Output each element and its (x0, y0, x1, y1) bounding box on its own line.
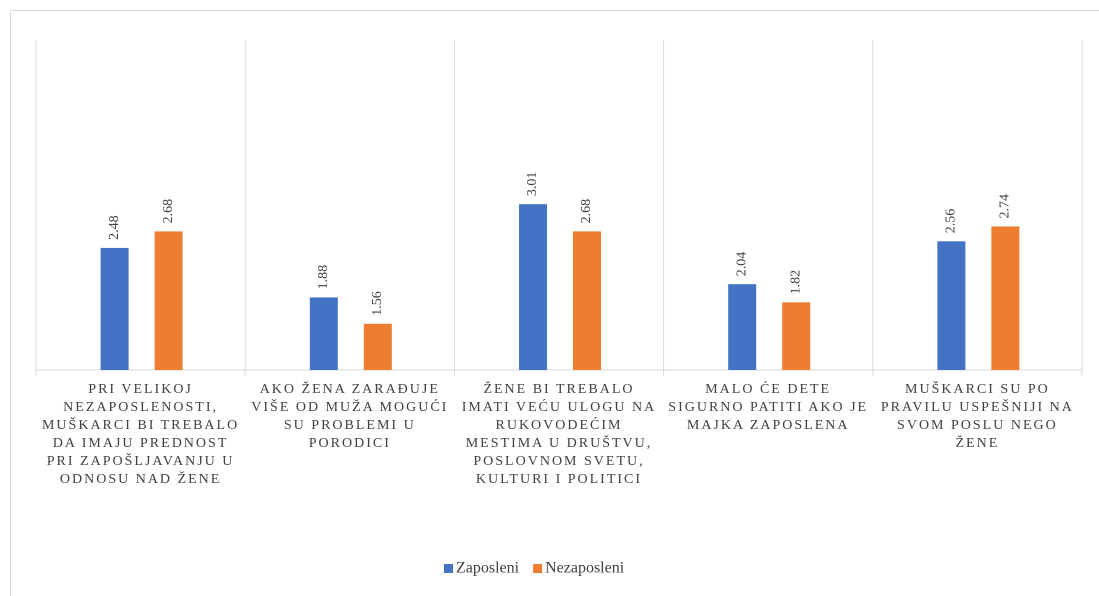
bar (991, 226, 1020, 370)
chart-border (10, 10, 1099, 596)
bar (309, 297, 338, 370)
data-label: 2.56 (944, 209, 959, 234)
data-label: 1.82 (788, 270, 803, 295)
legend-label: Nezaposleni (545, 560, 625, 577)
bar (573, 231, 601, 370)
bar (728, 284, 757, 370)
x-tick-label: MUŠKARCI SU PO PRAVILU USPEŠNIJI NA SVOM… (880, 382, 1074, 451)
x-tick-label: PRI VELIKOJ NEZAPOSLENOSTI, MUŠKARCI BI … (41, 382, 240, 487)
data-label: 2.48 (107, 215, 122, 240)
data-label: 2.68 (161, 199, 176, 224)
legend-label: Zaposleni (456, 560, 520, 577)
legend-swatch (533, 564, 543, 573)
bar (519, 204, 547, 370)
x-tick-label: ŽENE BI TREBALO IMATI VEĆU ULOGU NA RUKO… (461, 382, 657, 487)
data-label: 2.04 (734, 252, 749, 277)
legend-swatch (444, 564, 453, 573)
data-label: 1.56 (370, 291, 385, 316)
bar (154, 231, 183, 370)
bar (100, 247, 129, 370)
bar (937, 241, 966, 370)
bar (782, 302, 811, 370)
data-label: 2.74 (998, 194, 1013, 219)
data-label: 1.88 (316, 265, 331, 290)
x-tick-label: AKO ŽENA ZARAĐUJE VIŠE OD MUŽA MOGUĆI SU… (251, 382, 449, 451)
bar (363, 323, 392, 370)
data-label: 3.01 (525, 172, 540, 197)
data-label: 2.68 (579, 199, 594, 224)
x-tick-label: MALO ĆE DETE SIGURNO PATITI AKO JE MAJKA… (668, 382, 869, 433)
